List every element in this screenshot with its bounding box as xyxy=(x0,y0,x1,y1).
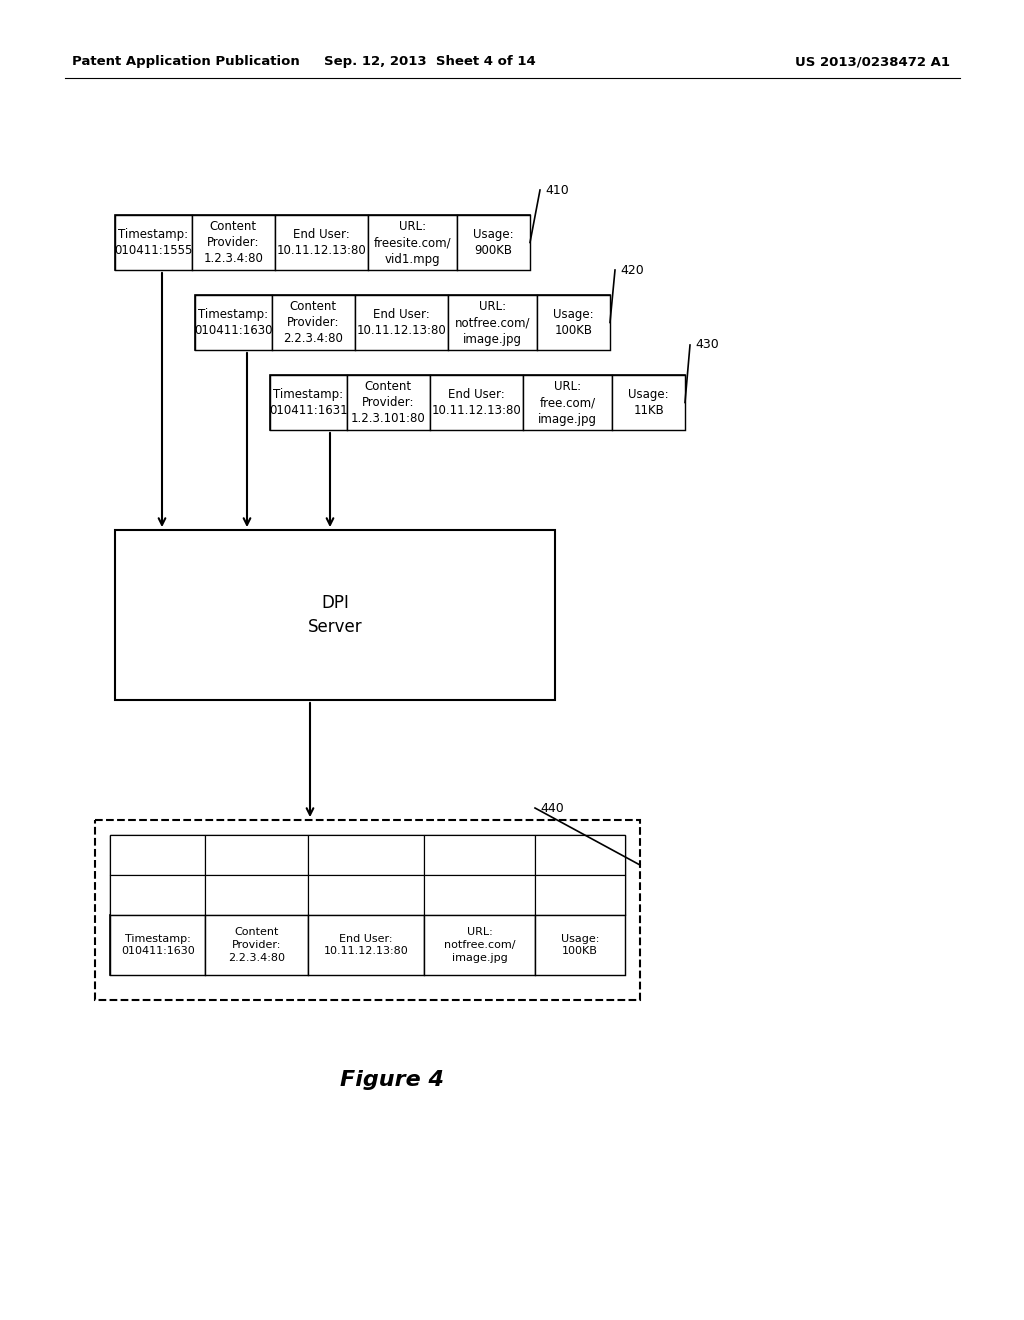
Bar xyxy=(205,915,308,975)
Bar xyxy=(110,875,205,915)
Text: 420: 420 xyxy=(620,264,644,276)
Text: URL:
notfree.com/
image.jpg: URL: notfree.com/ image.jpg xyxy=(443,927,515,962)
Text: Figure 4: Figure 4 xyxy=(340,1071,444,1090)
Text: End User:
10.11.12.13:80: End User: 10.11.12.13:80 xyxy=(356,308,446,337)
Bar xyxy=(115,215,191,271)
Bar xyxy=(205,836,308,875)
Bar xyxy=(270,375,347,430)
Text: Timestamp:
010411:1630: Timestamp: 010411:1630 xyxy=(195,308,272,337)
Bar xyxy=(308,875,424,915)
Text: Content
Provider:
2.2.3.4:80: Content Provider: 2.2.3.4:80 xyxy=(284,300,343,346)
Bar xyxy=(535,915,625,975)
Text: Usage:
11KB: Usage: 11KB xyxy=(629,388,669,417)
Bar xyxy=(535,875,625,915)
Text: Content
Provider:
2.2.3.4:80: Content Provider: 2.2.3.4:80 xyxy=(228,927,286,962)
Bar xyxy=(430,375,523,430)
Text: URL:
freesite.com/
vid1.mpg: URL: freesite.com/ vid1.mpg xyxy=(374,219,452,265)
Bar xyxy=(115,215,530,271)
Bar xyxy=(354,294,449,350)
Text: Content
Provider:
1.2.3.101:80: Content Provider: 1.2.3.101:80 xyxy=(351,380,426,425)
Bar xyxy=(424,836,535,875)
Bar xyxy=(424,875,535,915)
Text: URL:
free.com/
image.jpg: URL: free.com/ image.jpg xyxy=(539,380,597,425)
Text: 430: 430 xyxy=(695,338,719,351)
Text: Patent Application Publication: Patent Application Publication xyxy=(72,55,300,69)
Text: Timestamp:
010411:1555: Timestamp: 010411:1555 xyxy=(115,228,193,257)
Text: US 2013/0238472 A1: US 2013/0238472 A1 xyxy=(795,55,950,69)
Bar xyxy=(347,375,430,430)
Bar xyxy=(458,215,530,271)
Bar xyxy=(195,294,271,350)
Bar xyxy=(195,294,610,350)
Text: End User:
10.11.12.13:80: End User: 10.11.12.13:80 xyxy=(276,228,367,257)
Bar xyxy=(535,836,625,875)
Bar xyxy=(110,836,205,875)
Bar xyxy=(308,915,424,975)
Text: Timestamp:
010411:1631: Timestamp: 010411:1631 xyxy=(269,388,348,417)
Bar xyxy=(271,294,354,350)
Bar xyxy=(270,375,685,430)
Text: Usage:
900KB: Usage: 900KB xyxy=(473,228,514,257)
Bar xyxy=(538,294,610,350)
Bar xyxy=(191,215,274,271)
Text: End User:
10.11.12.13:80: End User: 10.11.12.13:80 xyxy=(324,933,409,957)
Text: End User:
10.11.12.13:80: End User: 10.11.12.13:80 xyxy=(431,388,521,417)
Bar xyxy=(110,836,625,875)
Bar xyxy=(110,875,625,915)
Bar xyxy=(612,375,685,430)
Text: Usage:
100KB: Usage: 100KB xyxy=(561,933,599,957)
Bar xyxy=(369,215,458,271)
Text: Content
Provider:
1.2.3.4:80: Content Provider: 1.2.3.4:80 xyxy=(204,219,263,265)
Bar xyxy=(110,915,625,975)
Bar xyxy=(523,375,612,430)
Bar xyxy=(424,915,535,975)
Bar xyxy=(308,836,424,875)
Text: DPI
Server: DPI Server xyxy=(307,594,362,636)
Bar xyxy=(205,875,308,915)
Bar xyxy=(274,215,369,271)
Text: Usage:
100KB: Usage: 100KB xyxy=(553,308,594,337)
Bar xyxy=(115,531,555,700)
Text: 440: 440 xyxy=(540,801,564,814)
Bar xyxy=(110,915,205,975)
Text: Timestamp:
010411:1630: Timestamp: 010411:1630 xyxy=(121,933,195,957)
Bar xyxy=(449,294,538,350)
Text: Sep. 12, 2013  Sheet 4 of 14: Sep. 12, 2013 Sheet 4 of 14 xyxy=(325,55,536,69)
Bar xyxy=(95,820,640,1001)
Text: 410: 410 xyxy=(545,183,568,197)
Text: URL:
notfree.com/
image.jpg: URL: notfree.com/ image.jpg xyxy=(455,300,530,346)
